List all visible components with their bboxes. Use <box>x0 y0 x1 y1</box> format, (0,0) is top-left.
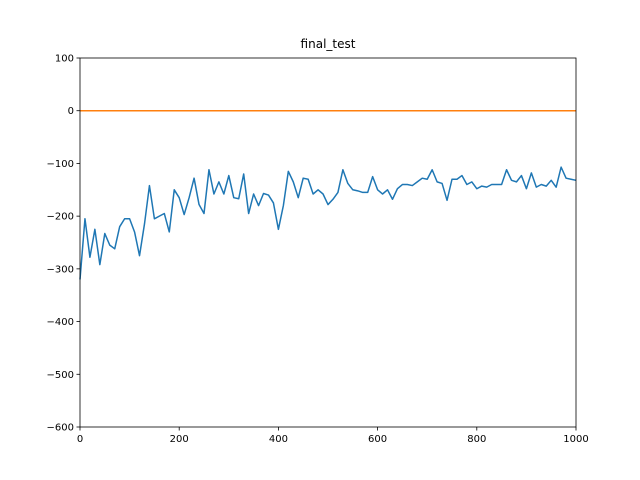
series-line-1 <box>79 166 577 280</box>
x-tick-label: 600 <box>368 434 387 445</box>
y-tick-label: −400 <box>47 317 74 328</box>
x-axis: 0 200 400 600 800 1000 <box>77 427 589 445</box>
y-tick-label: 100 <box>55 54 74 65</box>
y-tick-label: −100 <box>47 159 74 170</box>
y-tick-label: −200 <box>47 212 74 223</box>
x-tick-label: 0 <box>77 434 83 445</box>
y-tick-label: −300 <box>47 264 74 275</box>
y-tick-label: −600 <box>47 423 74 434</box>
y-axis: 100 0 −100 −200 −300 −400 −500 −600 <box>47 54 80 434</box>
y-tick-label: 0 <box>68 106 74 117</box>
x-tick-label: 200 <box>170 434 189 445</box>
x-tick-label: 800 <box>467 434 486 445</box>
x-tick-label: 400 <box>269 434 288 445</box>
x-tick-label: 1000 <box>563 434 588 445</box>
plot-area <box>79 109 577 280</box>
chart-title: final_test <box>301 37 356 51</box>
plot-frame <box>79 57 577 428</box>
y-tick-label: −500 <box>47 370 74 381</box>
